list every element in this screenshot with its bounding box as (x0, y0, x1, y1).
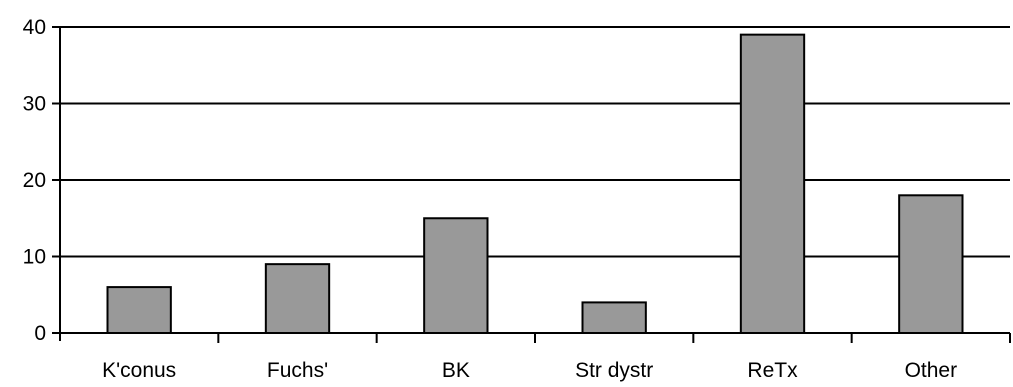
x-tick-label: BK (442, 359, 470, 382)
y-tick-label: 10 (23, 246, 46, 269)
x-tick-label: Str dystr (575, 359, 653, 382)
y-tick-label: 20 (23, 169, 46, 192)
x-tick-labels: K'conus Fuchs' BK Str dystr ReTx Other (102, 359, 957, 382)
bar-bk (423, 217, 489, 334)
x-tick-label: Other (905, 359, 958, 382)
bar-str-dystr (581, 301, 647, 334)
x-tick-label: ReTx (747, 359, 798, 382)
bar-other (898, 194, 964, 334)
bar-k-conus (106, 286, 172, 335)
y-tick-label: 40 (23, 16, 46, 39)
x-tick-label: Fuchs' (267, 359, 328, 382)
bars (106, 33, 964, 335)
axes (52, 26, 1011, 343)
x-tick-label: K'conus (102, 359, 176, 382)
bar-retx (739, 33, 806, 335)
gridlines (60, 26, 1010, 258)
bar-fuchs- (264, 263, 331, 334)
y-tick-label: 30 (23, 93, 46, 116)
y-tick-label: 0 (34, 322, 46, 345)
y-tick-labels: 0 10 20 30 40 (23, 16, 46, 345)
